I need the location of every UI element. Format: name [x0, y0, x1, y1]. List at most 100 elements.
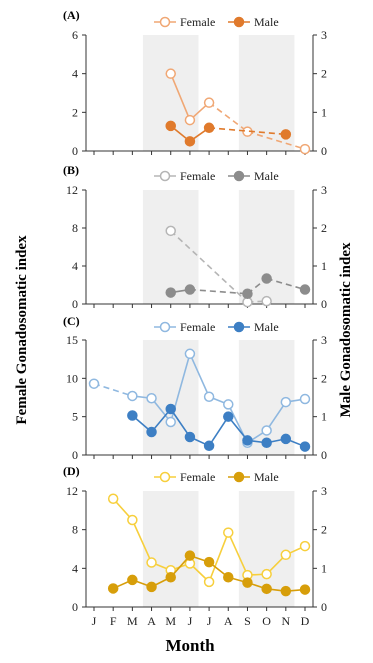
right-y-tick-label: 2 [321, 67, 327, 81]
right-y-tick-label: 2 [321, 221, 327, 235]
series-segment-male [266, 277, 306, 291]
data-point-male [261, 273, 272, 284]
data-point-female [165, 225, 176, 237]
legend-label-female: Female [180, 470, 215, 484]
data-point-female [127, 390, 138, 402]
data-point-female [203, 576, 215, 588]
data-point-male [280, 129, 292, 140]
data-point-female [261, 295, 272, 307]
legend-label-male: Male [254, 320, 279, 334]
right-y-tick-label: 2 [321, 371, 327, 385]
data-point-male [203, 122, 215, 134]
data-point-male [146, 426, 157, 438]
data-point-female [146, 393, 157, 404]
data-point-female [203, 97, 215, 108]
left-y-tick-label: 0 [72, 448, 78, 462]
panel-label: (C) [63, 314, 80, 328]
x-tick-label: D [301, 614, 310, 628]
legend-label-male: Male [254, 470, 279, 484]
data-point-female [223, 527, 234, 538]
data-point-male [127, 410, 138, 421]
data-point-male [107, 583, 119, 594]
panel-label: (D) [63, 464, 80, 478]
data-point-female [203, 391, 215, 402]
legend-label-female: Female [180, 15, 215, 29]
data-point-female [146, 557, 157, 568]
data-point-male [280, 585, 292, 597]
left-y-tick-label: 0 [72, 600, 78, 614]
series-segment-female [227, 532, 249, 576]
left-y-axis-title: Female Gonadosomatic index [14, 235, 30, 425]
left-y-tick-label: 12 [66, 484, 78, 498]
shaded-band-1 [142, 35, 199, 151]
right-y-tick-label: 3 [321, 484, 327, 498]
data-point-male [165, 403, 176, 415]
right-y-tick-label: 0 [321, 448, 327, 462]
x-tick-label: O [262, 614, 271, 628]
data-point-male [184, 550, 196, 561]
series-segment-female [247, 130, 306, 150]
right-y-tick-label: 0 [321, 144, 327, 158]
data-point-male [223, 571, 234, 583]
data-point-male [223, 411, 234, 422]
legend-label-male: Male [254, 169, 279, 183]
left-y-tick-label: 0 [72, 297, 78, 311]
series-segment-female [265, 401, 287, 431]
right-y-tick-label: 1 [321, 105, 327, 119]
series-segment-female [189, 353, 210, 398]
data-point-female [184, 348, 196, 360]
right-y-tick-label: 0 [321, 297, 327, 311]
x-axis-title: Month [165, 636, 215, 655]
data-point-female [165, 416, 176, 428]
x-tick-label: A [147, 614, 156, 628]
series-segment-male [170, 408, 191, 438]
series-segment-female [131, 519, 153, 563]
data-point-female [184, 114, 196, 126]
panel-label: (A) [63, 8, 80, 22]
right-y-tick-label: 3 [321, 28, 327, 42]
right-y-tick-label: 2 [321, 523, 327, 537]
legend-marker [159, 471, 171, 483]
data-point-male [280, 433, 292, 445]
legend-marker [233, 170, 245, 182]
data-point-male [299, 441, 311, 452]
legend-marker [159, 16, 171, 28]
legend-marker [159, 321, 171, 333]
legend-marker [233, 321, 245, 333]
left-y-tick-label: 12 [66, 183, 78, 197]
data-point-female [261, 568, 272, 580]
legend-label-female: Female [180, 169, 215, 183]
x-tick-label: S [244, 614, 251, 628]
data-point-male [242, 435, 253, 446]
x-tick-label: J [207, 614, 212, 628]
x-tick-label: F [110, 614, 117, 628]
data-point-female [223, 399, 234, 410]
data-point-female [280, 549, 292, 561]
shaded-band-2 [238, 190, 295, 304]
data-point-male [242, 288, 253, 299]
data-point-male [184, 431, 196, 443]
data-point-male [184, 136, 196, 147]
left-y-tick-label: 4 [72, 67, 78, 81]
x-tick-label: J [92, 614, 97, 628]
legend-marker [159, 170, 171, 182]
panel-label: (B) [63, 163, 79, 177]
series-segment-male [209, 127, 286, 136]
left-y-tick-label: 5 [72, 410, 78, 424]
series-segment-female [170, 230, 248, 303]
data-point-female [165, 68, 176, 79]
data-point-female [280, 396, 292, 408]
left-y-tick-label: 8 [72, 221, 78, 235]
right-y-axis-title: Male Gonadosomatic index [338, 242, 354, 417]
data-point-male [261, 437, 272, 448]
legend-label-female: Female [180, 320, 215, 334]
legend-marker [233, 471, 245, 483]
data-point-male [165, 287, 176, 298]
left-y-tick-label: 10 [66, 371, 78, 385]
panel-1: 0 2 4 6 0 1 2 3 (A) Female Male [63, 8, 327, 158]
